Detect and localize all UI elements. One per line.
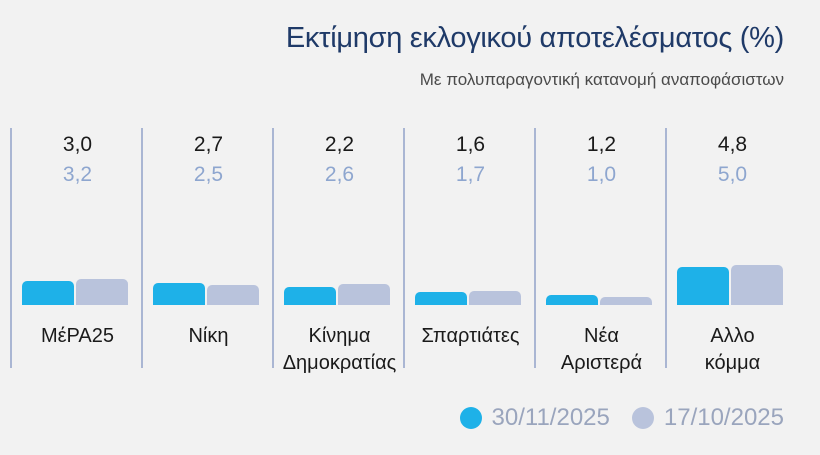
data-label-series-1: 3,0 [62, 133, 93, 156]
bar-series-1 [153, 283, 205, 305]
legend-label-series-2: 17/10/2025 [663, 404, 784, 431]
data-label-series-2: 5,0 [717, 163, 748, 186]
category-group: 3,0 3,2 ΜέΡΑ25 [12, 125, 143, 395]
data-label-series-2: 1,0 [586, 163, 617, 186]
category-label: Αλλο κόμμα [704, 325, 761, 374]
data-label-series-2: 3,2 [62, 163, 93, 186]
data-label-series-1: 1,6 [455, 133, 486, 156]
bar-series-2 [76, 279, 128, 305]
data-label-series-2: 1,7 [455, 163, 486, 186]
data-label-series-1: 4,8 [717, 133, 748, 156]
category-label: Σπαρτιάτες [421, 325, 520, 347]
data-label-series-2: 2,6 [324, 163, 355, 186]
bar-series-2 [469, 291, 521, 305]
bar-series-2 [731, 265, 783, 305]
bar-series-2 [600, 297, 652, 305]
category-group: 4,8 5,0 Αλλο κόμμα [667, 125, 798, 395]
category-label: ΜέΡΑ25 [40, 325, 115, 347]
category-group: 2,2 2,6 Κίνημα Δημοκρατίας [274, 125, 405, 395]
category-group: 1,6 1,7 Σπαρτιάτες [405, 125, 536, 395]
column-separator [403, 128, 405, 368]
data-label-series-1: 2,2 [324, 133, 355, 156]
legend-label-series-1: 30/11/2025 [491, 404, 610, 431]
data-label-series-1: 2,7 [193, 133, 224, 156]
column-separator [665, 128, 667, 368]
category-label: Νέα Αριστερά [560, 325, 643, 374]
legend-item-series-1: 30/11/2025 [459, 404, 610, 432]
legend-item-series-2: 17/10/2025 [631, 404, 784, 432]
chart-subtitle: Με πολυπαραγοντική κατανομή αναποφάσιστω… [419, 70, 784, 89]
bar-series-1 [284, 287, 336, 305]
legend-marker-series-1 [459, 407, 482, 429]
data-label-series-2: 2,5 [193, 163, 224, 186]
column-separator [272, 128, 274, 368]
category-label: Κίνημα Δημοκρατίας [282, 325, 397, 374]
category-group: 1,2 1,0 Νέα Αριστερά [536, 125, 667, 395]
bar-chart: 3,0 3,2 ΜέΡΑ25 2,7 2,5 Νίκη 2,2 2,6 Κίνημα Δημοκ… [0, 125, 820, 395]
bar-series-1 [677, 267, 729, 305]
bar-series-2 [207, 285, 259, 305]
column-separator [141, 128, 143, 368]
legend-marker-series-2 [631, 407, 654, 429]
data-label-series-1: 1,2 [586, 133, 617, 156]
category-label: Νίκη [188, 325, 229, 347]
bar-series-1 [22, 281, 74, 305]
legend: 30/11/2025 17/10/2025 [438, 404, 784, 432]
bar-series-1 [546, 295, 598, 305]
bar-series-2 [338, 284, 390, 305]
bar-series-1 [415, 292, 467, 305]
column-separator [10, 128, 12, 368]
category-group: 2,7 2,5 Νίκη [143, 125, 274, 395]
column-separator [534, 128, 536, 368]
chart-title: Εκτίμηση εκλογικού αποτελέσματος (%) [285, 22, 784, 54]
